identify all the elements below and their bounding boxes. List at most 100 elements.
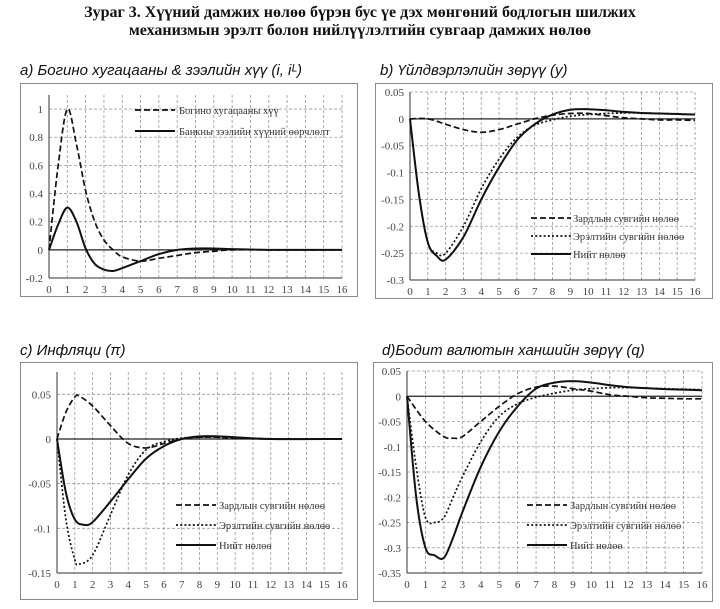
x-tick-label: 5 bbox=[496, 286, 502, 298]
y-tick-label: 0 bbox=[399, 114, 405, 126]
x-tick-label: 7 bbox=[179, 579, 185, 591]
legend-label: Нийт нөлөө bbox=[573, 250, 626, 261]
x-tick-label: 15 bbox=[318, 284, 330, 296]
x-tick-label: 16 bbox=[690, 286, 702, 298]
series-dashed-line bbox=[56, 394, 343, 449]
x-tick-label: 13 bbox=[641, 579, 653, 591]
x-tick-label: 4 bbox=[478, 579, 484, 591]
x-tick-label: 12 bbox=[265, 579, 276, 591]
y-tick-label: 0.05 bbox=[385, 87, 405, 99]
x-tick-label: 9 bbox=[568, 286, 574, 298]
x-tick-label: 4 bbox=[120, 284, 126, 296]
x-tick-label: 4 bbox=[479, 286, 485, 298]
y-tick-label: -0.1 bbox=[387, 168, 404, 180]
series-solid-line bbox=[56, 435, 343, 527]
x-tick-label: 11 bbox=[605, 579, 616, 591]
x-tick-label: 1 bbox=[65, 284, 71, 296]
x-tick-label: 16 bbox=[697, 579, 709, 591]
x-tick-label: 8 bbox=[193, 284, 199, 296]
x-tick-label: 11 bbox=[245, 284, 256, 296]
legend-label: Эрэлтийн сувгийн нөлөө bbox=[573, 232, 684, 243]
x-tick-label: 15 bbox=[678, 579, 690, 591]
x-tick-label: 1 bbox=[72, 579, 78, 591]
x-tick-label: 1 bbox=[425, 286, 431, 298]
x-tick-label: 8 bbox=[197, 579, 203, 591]
y-tick-label: 0 bbox=[38, 245, 44, 257]
x-tick-label: 8 bbox=[550, 286, 556, 298]
x-tick-label: 9 bbox=[570, 579, 576, 591]
y-tick-label: 0 bbox=[46, 434, 52, 446]
y-tick-label: -0.05 bbox=[381, 141, 404, 153]
y-tick-label: -0.35 bbox=[378, 568, 401, 580]
y-tick-label: -0.05 bbox=[28, 479, 51, 491]
x-tick-label: 6 bbox=[161, 579, 167, 591]
x-tick-label: 8 bbox=[552, 579, 558, 591]
x-tick-label: 7 bbox=[174, 284, 180, 296]
legend-label: Зардлын сувгийн нөлөө bbox=[219, 501, 325, 512]
x-tick-label: 6 bbox=[514, 286, 520, 298]
x-tick-label: 7 bbox=[532, 286, 538, 298]
x-tick-label: 16 bbox=[337, 284, 349, 296]
y-tick-label: -0.1 bbox=[384, 442, 401, 454]
legend-label: Зардлын сувгийн нөлөө bbox=[570, 501, 676, 512]
y-tick-label: 0.05 bbox=[32, 389, 52, 401]
y-tick-label: -0.15 bbox=[378, 467, 401, 479]
series-dotted-line bbox=[56, 436, 343, 566]
x-tick-label: 3 bbox=[461, 286, 467, 298]
legend-label: Эрэлтийн сувгийн нөлөө bbox=[219, 521, 330, 532]
x-tick-label: 10 bbox=[583, 286, 595, 298]
x-tick-label: 3 bbox=[460, 579, 466, 591]
panel-b-frame bbox=[375, 83, 713, 299]
x-tick-label: 0 bbox=[407, 286, 413, 298]
legend-label: Нийт нөлөө bbox=[219, 541, 272, 552]
legend-label: Нийт нөлөө bbox=[570, 541, 623, 552]
panel-c-title: c) Инфляци (π) bbox=[20, 342, 126, 359]
x-tick-label: 13 bbox=[283, 579, 295, 591]
chart-1: 0 1 2 3 4 5 6 7 8 9 10 11 12 13 14 15 16-0.3-0.25-0.2-0.… bbox=[381, 87, 701, 298]
series-solid-line bbox=[409, 108, 696, 262]
x-tick-label: 3 bbox=[108, 579, 114, 591]
y-tick-label: 0.4 bbox=[29, 189, 43, 201]
series-solid-line bbox=[48, 206, 342, 273]
x-tick-label: 10 bbox=[227, 284, 239, 296]
x-tick-label: 0 bbox=[46, 284, 52, 296]
y-tick-label: -0.3 bbox=[387, 275, 405, 287]
chart-0: 0 1 2 3 4 5 6 7 8 9 10 11 12 13 14 15 16-0.200.20.40.60.… bbox=[26, 95, 348, 296]
x-tick-label: 5 bbox=[138, 284, 144, 296]
x-tick-label: 4 bbox=[126, 579, 132, 591]
panel-d-title: d)Бодит валютын ханшийн зөрүү (q) bbox=[382, 342, 645, 359]
panel-b-title: b) Үйлдвэрлэлийн зөрүү (y) bbox=[380, 62, 568, 79]
panel-a-title: a) Богино хугацааны & зээлийн хүү (i, iᴸ… bbox=[20, 62, 303, 79]
x-tick-label: 7 bbox=[533, 579, 539, 591]
y-tick-label: -0.1 bbox=[34, 523, 51, 535]
x-tick-label: 14 bbox=[300, 284, 312, 296]
y-tick-label: 1 bbox=[38, 104, 44, 116]
legend-label: Зардлын сувгийн нөлөө bbox=[573, 214, 679, 225]
x-tick-label: 2 bbox=[443, 286, 449, 298]
x-tick-label: 12 bbox=[263, 284, 274, 296]
x-tick-label: 1 bbox=[423, 579, 429, 591]
x-tick-label: 14 bbox=[654, 286, 666, 298]
x-tick-label: 15 bbox=[672, 286, 684, 298]
panel-d-frame bbox=[373, 362, 713, 602]
x-tick-label: 0 bbox=[54, 579, 60, 591]
legend-label: Богино хугацааны хүү bbox=[179, 106, 280, 117]
y-tick-label: 0.05 bbox=[382, 366, 402, 378]
y-tick-label: -0.25 bbox=[381, 248, 404, 260]
y-tick-label: -0.2 bbox=[387, 221, 404, 233]
x-tick-label: 3 bbox=[101, 284, 107, 296]
series-solid-line bbox=[406, 380, 703, 560]
figure-title-line1: Зураг 3. Хүүний дамжих нөлөө бүрэн бус ү… bbox=[84, 4, 636, 21]
x-tick-label: 2 bbox=[83, 284, 89, 296]
x-tick-label: 16 bbox=[337, 579, 349, 591]
x-tick-label: 14 bbox=[301, 579, 313, 591]
legend-label: Эрэлтийн сувгийн нөлөө bbox=[570, 521, 681, 532]
x-tick-label: 6 bbox=[156, 284, 162, 296]
x-tick-label: 5 bbox=[496, 579, 502, 591]
chart-2: 0 1 2 3 4 5 6 7 8 9 10 11 12 13 14 15 16-0.15-0.1-0.0500… bbox=[28, 372, 348, 591]
y-tick-label: -0.25 bbox=[378, 518, 401, 530]
y-tick-label: 0.2 bbox=[29, 217, 43, 229]
x-tick-label: 13 bbox=[636, 286, 648, 298]
